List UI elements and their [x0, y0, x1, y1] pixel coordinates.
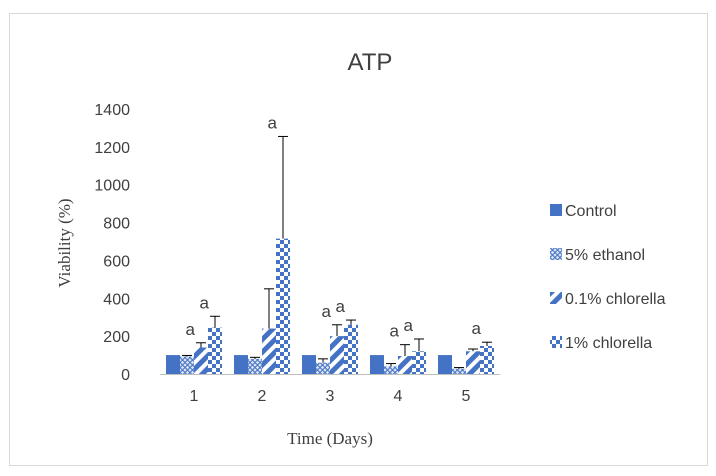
bar	[248, 358, 262, 374]
bar	[370, 355, 384, 374]
bar	[194, 347, 208, 374]
significance-label: a	[322, 302, 332, 321]
legend-label: 0.1% chlorella	[565, 291, 666, 308]
significance-label: a	[390, 322, 400, 341]
legend-label: 1% chlorella	[565, 335, 652, 352]
significance-label: a	[200, 293, 210, 312]
y-tick-label: 1400	[94, 102, 130, 119]
chart-frame	[9, 13, 708, 466]
x-tick-label: 4	[394, 388, 403, 405]
bar	[344, 324, 358, 374]
y-tick-label: 800	[103, 216, 130, 233]
bar	[466, 351, 480, 374]
chart-title: ATP	[348, 49, 393, 76]
legend-swatch	[550, 292, 562, 304]
legend-swatch	[550, 248, 562, 260]
bar	[208, 327, 222, 374]
legend: Control 5% ethanol 0.1% chlorella 1% chlore…	[550, 203, 666, 352]
bar	[276, 238, 290, 374]
x-axis-ticks: 1 2 3 4 5	[190, 388, 471, 405]
bar	[412, 351, 426, 374]
bar	[384, 366, 398, 374]
significance-label: a	[268, 113, 278, 132]
bar	[180, 356, 194, 374]
significance-label: a	[472, 319, 482, 338]
y-tick-label: 1000	[94, 178, 130, 195]
x-axis-label: Time (Days)	[287, 429, 373, 448]
legend-swatch	[550, 204, 562, 216]
y-axis-label: Viability (%)	[55, 198, 74, 287]
x-tick-label: 3	[326, 388, 335, 405]
bar	[452, 368, 466, 374]
y-tick-label: 0	[121, 367, 130, 384]
bar	[480, 345, 494, 374]
y-tick-label: 400	[103, 291, 130, 308]
error-bars	[182, 135, 492, 369]
significance-label: a	[404, 316, 414, 335]
legend-label: 5% ethanol	[565, 247, 645, 264]
x-tick-label: 5	[462, 388, 471, 405]
bar	[398, 356, 412, 374]
bar	[166, 355, 180, 374]
bar	[438, 355, 452, 374]
legend-swatch	[550, 336, 562, 348]
y-tick-label: 200	[103, 329, 130, 346]
x-tick-label: 1	[190, 388, 199, 405]
significance-label: a	[186, 320, 196, 339]
legend-label: Control	[565, 203, 617, 220]
y-tick-label: 1200	[94, 140, 130, 157]
bar	[262, 328, 276, 374]
bar	[234, 355, 248, 374]
bars	[166, 238, 494, 374]
significance-label: a	[336, 297, 346, 316]
bar	[330, 336, 344, 374]
y-axis-ticks: 0 200 400 600 800 1000 1200 1400	[94, 102, 130, 384]
bar	[316, 362, 330, 374]
bar	[302, 355, 316, 374]
y-tick-label: 600	[103, 253, 130, 270]
x-tick-label: 2	[258, 388, 267, 405]
